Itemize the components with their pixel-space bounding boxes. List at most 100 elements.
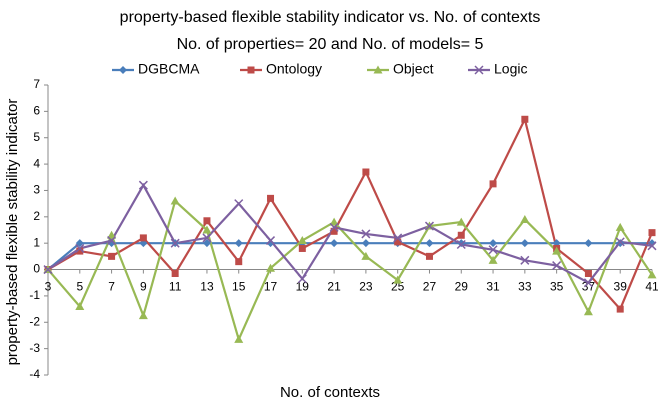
marker — [76, 247, 84, 255]
y-tick-label: 3 — [33, 183, 40, 197]
x-tick-label: 33 — [518, 280, 532, 294]
x-axis-title: No. of contexts — [280, 384, 380, 401]
marker — [171, 270, 179, 277]
marker — [394, 238, 402, 246]
series-line — [47, 182, 653, 285]
y-tick-label: 4 — [33, 156, 40, 170]
marker — [521, 115, 529, 123]
x-tick-label: 11 — [169, 280, 182, 294]
marker — [235, 258, 243, 266]
y-axis-title: property-based flexible stability indica… — [4, 99, 21, 366]
y-tick-label: 5 — [33, 130, 40, 144]
marker — [138, 311, 148, 320]
marker — [583, 278, 593, 288]
x-tick-label: 3 — [45, 280, 52, 294]
y-tick-label: 2 — [33, 209, 40, 223]
legend-label: Ontology — [266, 61, 322, 77]
y-tick-label: 6 — [33, 104, 40, 118]
marker — [202, 239, 211, 248]
y-tick-label: -4 — [29, 367, 40, 381]
marker — [43, 265, 53, 275]
marker — [75, 239, 84, 248]
marker — [247, 66, 255, 74]
marker — [584, 270, 592, 277]
marker — [266, 239, 275, 248]
marker — [488, 255, 498, 264]
marker — [170, 196, 180, 205]
marker — [329, 222, 339, 232]
marker — [234, 334, 244, 343]
marker — [488, 245, 498, 255]
marker — [520, 255, 530, 265]
marker — [330, 227, 338, 235]
marker — [489, 180, 497, 188]
marker — [265, 236, 276, 246]
x-tick-label: 41 — [645, 280, 658, 294]
y-tick-label: -1 — [29, 288, 40, 302]
marker — [75, 301, 85, 310]
marker — [297, 236, 307, 245]
marker — [552, 261, 562, 271]
y-tick-label: 0 — [33, 262, 40, 276]
x-tick-label: 7 — [108, 280, 115, 294]
y-tick-label: -2 — [29, 314, 40, 328]
x-tick-label: 29 — [455, 280, 469, 294]
marker — [474, 65, 484, 75]
legend-label: Logic — [494, 61, 527, 77]
x-tick-label: 23 — [359, 280, 373, 294]
marker — [647, 241, 657, 251]
marker — [234, 239, 243, 248]
marker — [361, 239, 370, 248]
marker — [616, 305, 624, 313]
marker — [393, 275, 403, 284]
marker — [456, 239, 466, 250]
marker — [373, 65, 383, 74]
marker — [648, 239, 656, 248]
marker — [648, 229, 656, 237]
marker — [457, 231, 465, 239]
marker — [139, 234, 147, 242]
chart-title: property-based flexible stability indica… — [120, 9, 541, 26]
marker — [267, 194, 275, 202]
marker — [297, 274, 307, 284]
marker — [108, 252, 116, 260]
marker — [330, 239, 339, 248]
marker — [234, 199, 244, 209]
marker — [424, 221, 435, 231]
x-tick-label: 5 — [76, 280, 83, 294]
marker — [203, 217, 211, 225]
x-tick-label: 35 — [550, 280, 564, 294]
marker — [107, 239, 116, 248]
marker — [361, 251, 371, 260]
x-tick-label: 31 — [486, 280, 500, 294]
chart-subtitle: No. of properties= 20 and No. of models=… — [177, 36, 484, 53]
x-tick-label: 13 — [200, 280, 214, 294]
marker — [393, 233, 403, 243]
series-line — [47, 198, 653, 343]
marker — [298, 244, 306, 252]
series-line — [47, 116, 654, 312]
marker — [107, 230, 117, 239]
marker — [138, 180, 148, 190]
x-tick-label: 21 — [327, 280, 341, 294]
marker — [552, 246, 562, 255]
x-tick-label: 19 — [296, 280, 310, 294]
marker — [615, 222, 625, 231]
marker — [119, 66, 127, 74]
marker — [266, 263, 276, 272]
marker — [425, 239, 434, 248]
marker — [456, 217, 466, 226]
x-tick-label: 27 — [423, 280, 437, 294]
marker — [170, 238, 180, 248]
x-tick-label: 15 — [232, 280, 246, 294]
marker — [647, 270, 657, 279]
marker — [329, 217, 339, 226]
y-tick-label: 7 — [33, 77, 40, 91]
marker — [583, 307, 593, 316]
marker — [457, 239, 466, 248]
series-line — [47, 242, 652, 271]
marker — [615, 237, 625, 247]
marker — [489, 239, 498, 248]
